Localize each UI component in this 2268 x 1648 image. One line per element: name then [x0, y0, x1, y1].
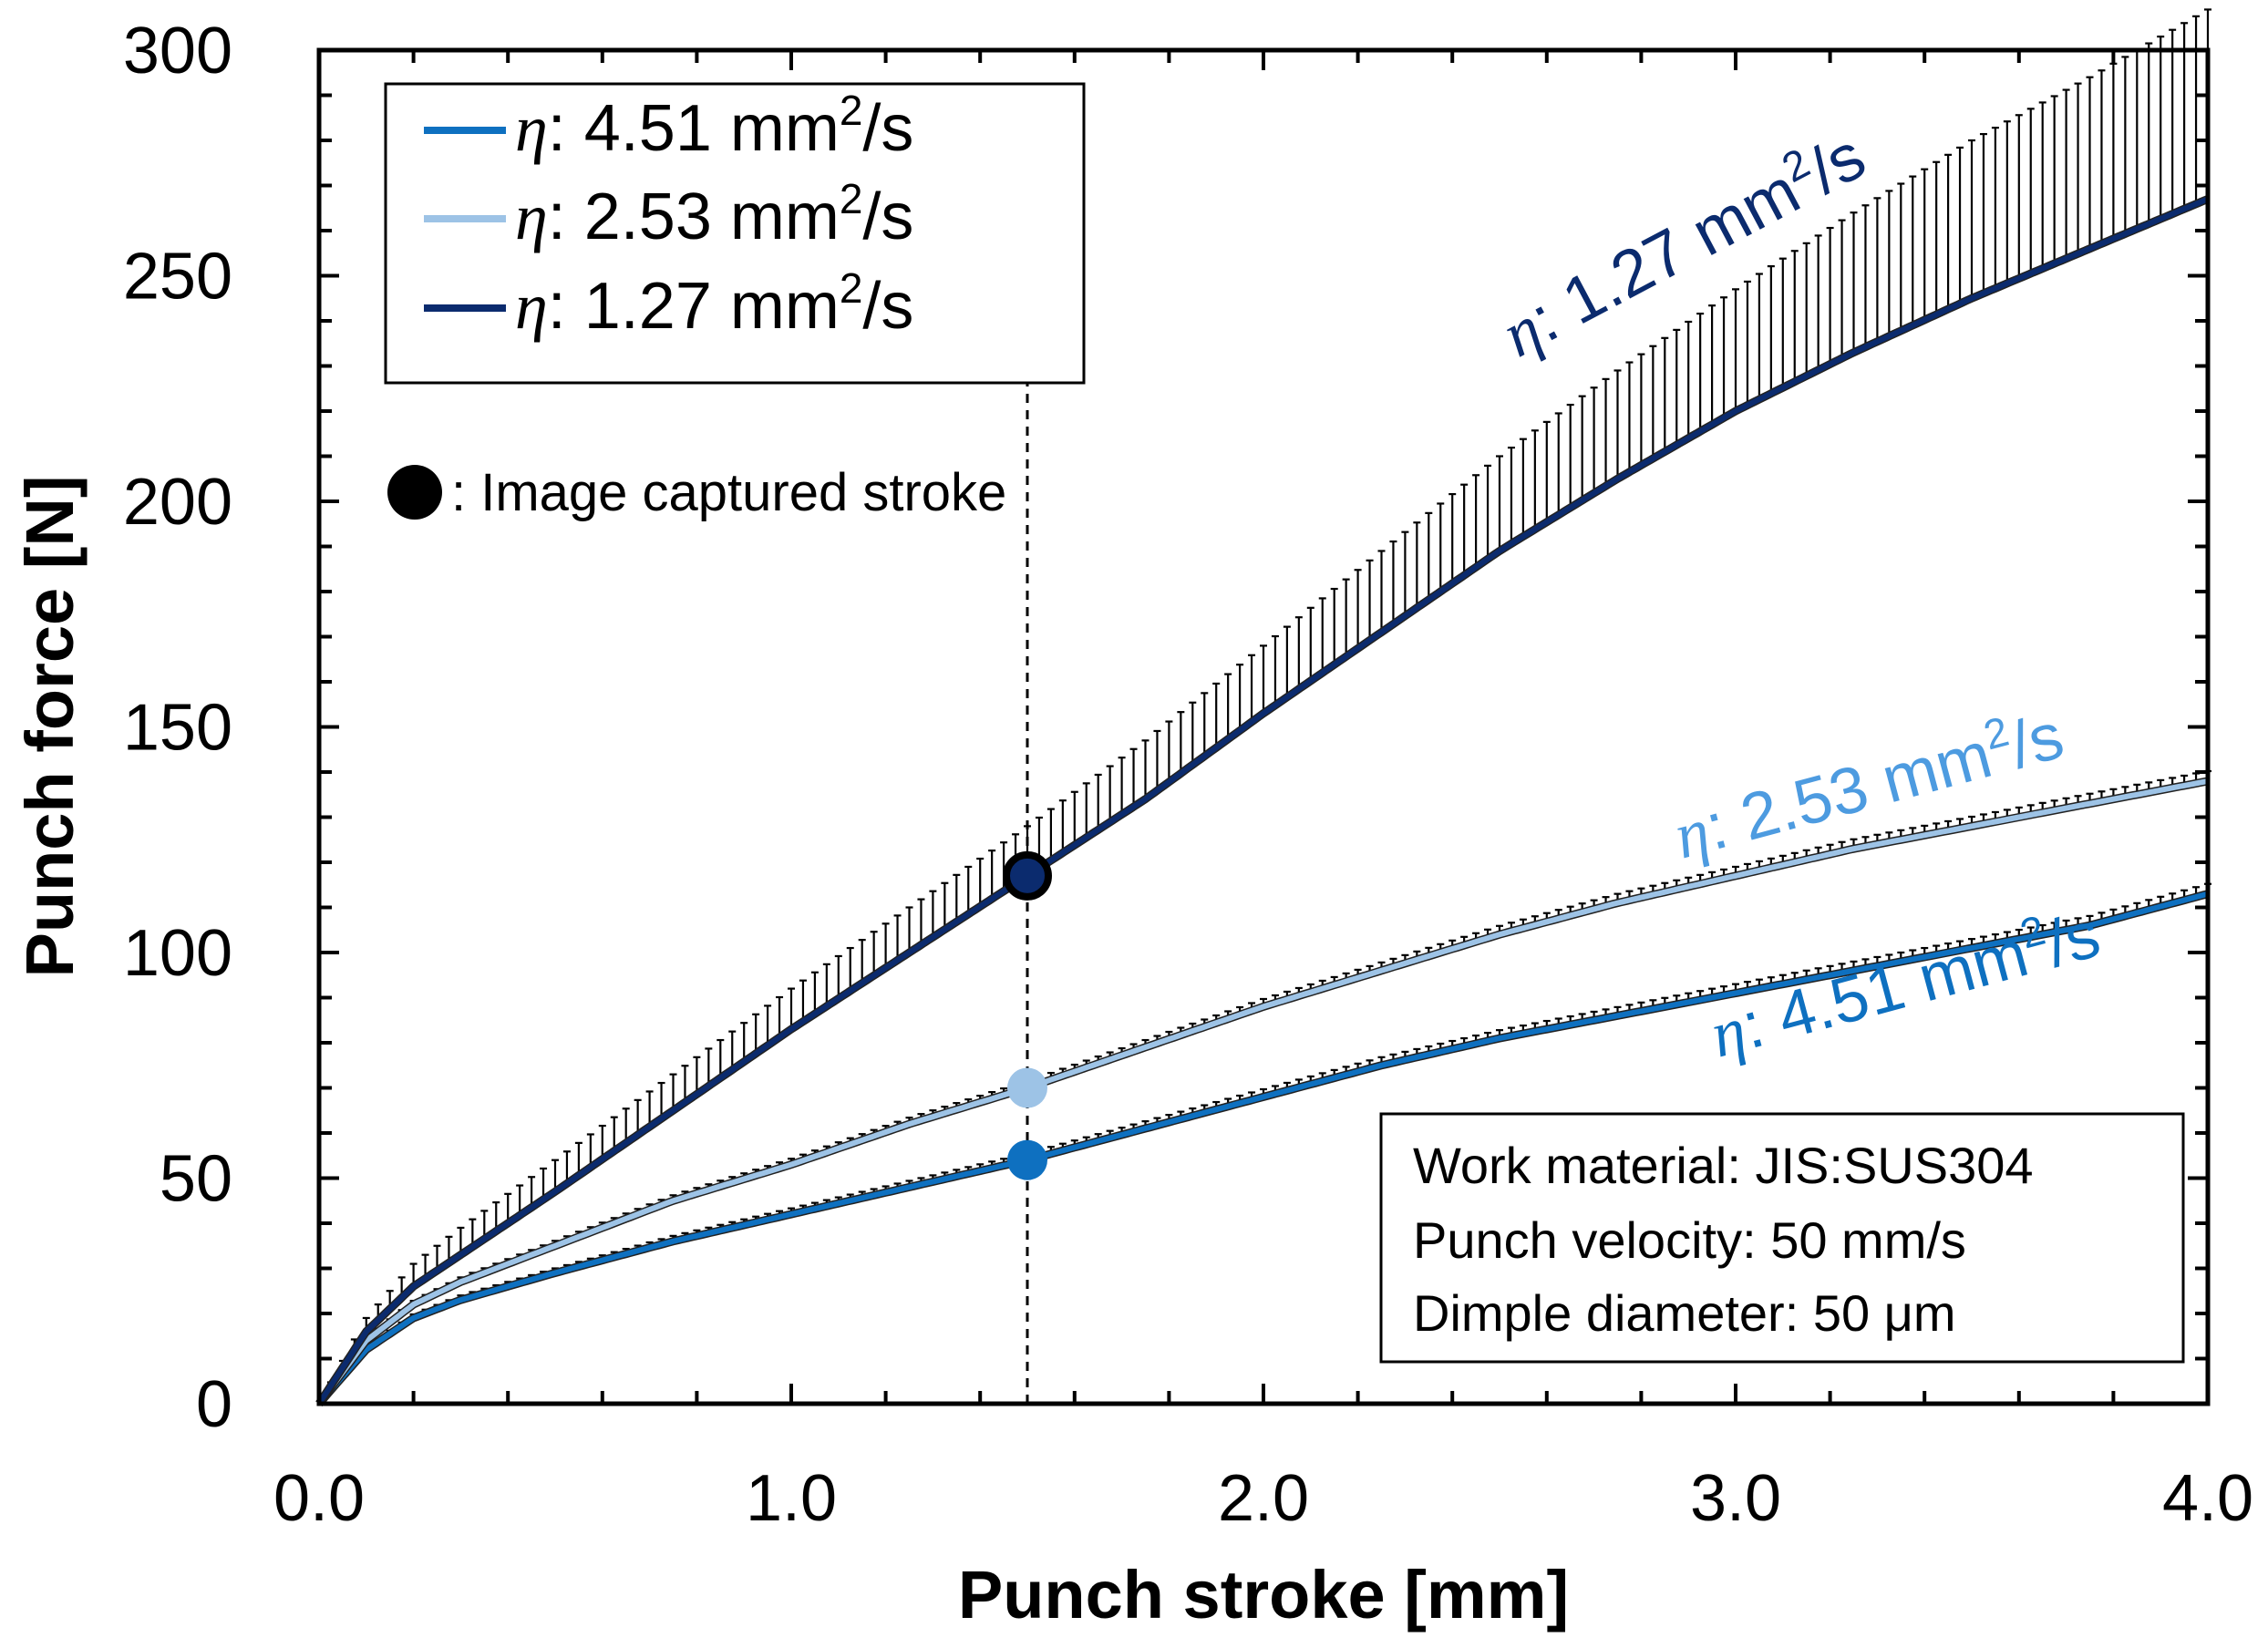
y-tick-label: 300: [123, 15, 232, 88]
legend-value: : 1.27 mm: [548, 270, 840, 343]
error-bars: [326, 8, 2211, 1386]
legend-unit-exponent: 2: [840, 175, 863, 222]
legend-entries: η: 4.51 mm2/sη: 2.53 mm2/sη: 1.27 mm2/s: [424, 87, 913, 343]
y-tick-label: 150: [123, 692, 232, 765]
condition-dimple-diameter: Dimple diameter: 50 μm: [1413, 1284, 1956, 1342]
series-2: [315, 8, 2211, 1406]
legend-label: η: 4.51 mm2/s: [515, 87, 913, 165]
eta-symbol: η: [515, 270, 548, 343]
condition-punch-velocity: Punch velocity: 50 mm/s: [1413, 1211, 1966, 1269]
plot-frame: [316, 47, 2211, 1406]
condition-work-material: Work material: JIS:SUS304: [1413, 1137, 2034, 1194]
y-axis-title: Punch force [N]: [12, 476, 88, 978]
series-1: [315, 769, 2211, 1406]
legend-unit-tail: /s: [862, 92, 913, 165]
x-tick-label: 3.0: [1690, 1462, 1781, 1535]
y-tick-label: 200: [123, 466, 232, 539]
x-tick-labels: 0.0 1.0 2.0 3.0 4.0: [273, 1462, 2253, 1535]
x-tick-label: 1.0: [746, 1462, 837, 1535]
x-axis-title: Punch stroke [mm]: [958, 1557, 1569, 1633]
x-tick-label: 2.0: [1218, 1462, 1309, 1535]
eta-symbol: η: [515, 180, 548, 253]
series-0: [315, 882, 2211, 1406]
x-tick-label: 0.0: [273, 1462, 365, 1535]
legend-value: : 2.53 mm: [548, 180, 840, 253]
y-tick-label: 250: [123, 241, 232, 314]
captured-stroke-legend: : Image captured stroke: [387, 463, 1006, 522]
legend-label: η: 2.53 mm2/s: [515, 175, 913, 253]
legend-value: : 4.51 mm: [548, 92, 840, 165]
captured-stroke-legend-marker: [387, 465, 442, 520]
captured-stroke-marker: [1007, 1067, 1047, 1108]
captured-stroke-legend-label: : Image captured stroke: [451, 463, 1006, 522]
y-tick-label: 100: [123, 917, 232, 990]
captured-stroke-marker: [1007, 1139, 1047, 1180]
legend: η: 4.51 mm2/sη: 2.53 mm2/sη: 1.27 mm2/s: [384, 82, 1086, 385]
eta-symbol: η: [515, 92, 548, 165]
conditions-frame: [1379, 1112, 2185, 1364]
x-tick-label: 4.0: [2162, 1462, 2253, 1535]
legend-unit-tail: /s: [862, 180, 913, 253]
legend-unit-exponent: 2: [840, 87, 863, 134]
captured-stroke-markers: [1003, 850, 1052, 1180]
legend-unit-tail: /s: [862, 270, 913, 343]
captured-stroke-marker: [1003, 850, 1052, 901]
conditions-box: Work material: JIS:SUS304 Punch velocity…: [1379, 1112, 2185, 1364]
series-layer: [315, 8, 2211, 1406]
series-line: [316, 891, 2209, 1406]
y-tick-label: 50: [160, 1143, 232, 1216]
legend-label: η: 1.27 mm2/s: [515, 264, 913, 343]
y-tick-labels: 0 50 100 150 200 250 300: [123, 15, 232, 1441]
series-line: [316, 196, 2210, 1406]
legend-unit-exponent: 2: [840, 264, 863, 312]
series-line: [316, 778, 2209, 1406]
y-tick-label: 0: [196, 1368, 232, 1441]
